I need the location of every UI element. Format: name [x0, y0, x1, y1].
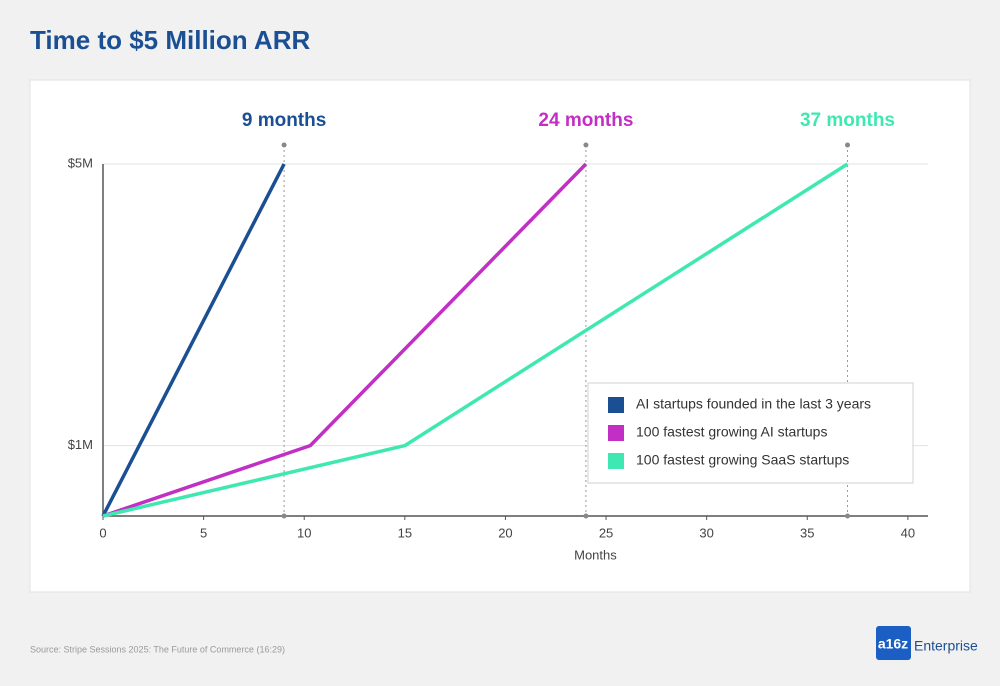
x-tick-label: 10 — [297, 525, 311, 540]
annotation-label: 37 months — [800, 110, 895, 131]
legend-swatch — [608, 453, 624, 469]
x-tick-label: 0 — [99, 525, 106, 540]
x-tick-label: 25 — [599, 525, 613, 540]
legend-box — [587, 382, 914, 484]
chart-card — [29, 79, 971, 593]
x-axis-label: Months — [574, 547, 617, 562]
x-tick-label: 5 — [200, 525, 207, 540]
series-line — [102, 162, 849, 518]
annotation-label: 9 months — [242, 110, 326, 131]
x-tick-label: 40 — [901, 525, 915, 540]
x-tick-label: 30 — [699, 525, 713, 540]
legend-label: 100 fastest growing SaaS startups — [636, 452, 849, 468]
annotation-label: 24 months — [538, 110, 633, 131]
annotation-dot — [845, 513, 851, 519]
chart-title: Time to $5 Million ARR — [30, 25, 310, 55]
legend-label: 100 fastest growing AI startups — [636, 424, 827, 440]
logo-badge — [876, 626, 911, 660]
logo-text: Enterprise — [914, 638, 978, 654]
series-line — [102, 162, 588, 518]
x-tick-label: 20 — [498, 525, 512, 540]
annotation-dot — [583, 513, 589, 519]
annotation-dot — [281, 513, 287, 519]
y-tick-label: $5M — [68, 155, 93, 170]
x-tick-label: 15 — [398, 525, 412, 540]
legend-swatch — [608, 397, 624, 413]
legend-label: AI startups founded in the last 3 years — [636, 396, 871, 412]
annotation-dot — [583, 142, 589, 148]
logo-mark: a16z — [878, 636, 908, 652]
annotation-dot — [281, 142, 287, 148]
series-line — [101, 163, 286, 517]
x-tick-label: 35 — [800, 525, 814, 540]
annotation-dot — [845, 142, 851, 148]
legend-swatch — [608, 425, 624, 441]
source-note: Source: Stripe Sessions 2025: The Future… — [30, 644, 285, 654]
y-tick-label: $1M — [68, 437, 93, 452]
